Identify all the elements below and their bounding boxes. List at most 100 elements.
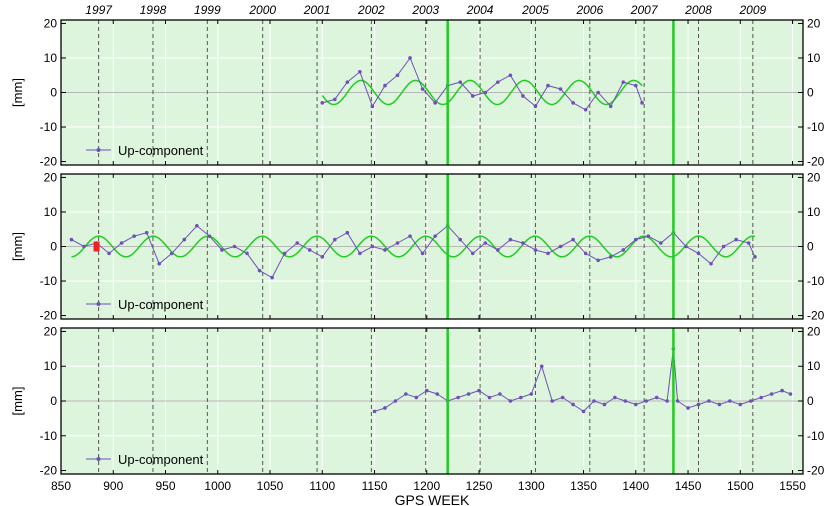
data-point: [508, 237, 513, 242]
x-tick-label: 1000: [204, 479, 231, 493]
y-tick-label-right: -10: [807, 120, 825, 134]
data-point: [521, 94, 525, 98]
data-point: [408, 234, 412, 238]
year-label: 2003: [411, 3, 439, 17]
y-tick-label-right: 0: [807, 394, 814, 408]
legend-symbol: [96, 148, 101, 152]
data-point: [107, 251, 111, 256]
y-tick-label: 0: [50, 394, 57, 408]
year-label: 2004: [466, 3, 494, 17]
data-point: [307, 248, 312, 252]
data-point: [581, 409, 586, 414]
y-tick-label: 0: [50, 86, 57, 100]
data-point: [571, 237, 575, 242]
data-point: [613, 395, 617, 400]
data-point: [433, 234, 437, 238]
year-label: 1999: [194, 3, 221, 17]
y-tick-label: 20: [44, 170, 58, 184]
data-point: [728, 399, 732, 403]
data-point: [508, 399, 513, 403]
data-point: [132, 234, 136, 238]
data-point: [788, 392, 793, 396]
data-point: [709, 261, 713, 266]
data-point: [748, 399, 753, 403]
data-point: [458, 237, 463, 242]
data-point: [633, 83, 638, 88]
data-point: [721, 244, 726, 249]
data-point: [621, 248, 626, 252]
data-point: [270, 275, 274, 280]
year-label: 2008: [684, 3, 712, 17]
y-tick-label: -20: [40, 309, 58, 323]
data-point: [608, 104, 613, 109]
data-point: [487, 395, 492, 400]
data-point: [433, 101, 437, 105]
data-point: [195, 223, 199, 228]
data-point: [571, 402, 575, 407]
year-label: 1997: [85, 3, 113, 17]
data-point: [583, 107, 588, 112]
data-point: [477, 388, 481, 393]
data-point: [395, 241, 400, 245]
y-tick-label: -20: [40, 155, 58, 169]
data-point: [602, 402, 607, 407]
data-point: [333, 237, 337, 242]
y-tick-label: 20: [44, 324, 58, 338]
x-tick-label: 1200: [413, 479, 440, 493]
data-point: [684, 244, 688, 249]
data-point: [144, 230, 149, 235]
x-tick-label: 1450: [675, 479, 702, 493]
data-point: [119, 241, 124, 245]
x-tick-label: 1550: [779, 479, 806, 493]
data-point: [546, 251, 550, 256]
y-tick-label-right: 10: [807, 359, 821, 373]
data-point: [372, 409, 377, 414]
x-tick-label: 1350: [570, 479, 597, 493]
data-point: [665, 399, 669, 403]
data-point: [539, 364, 544, 369]
data-point: [696, 402, 701, 407]
data-point: [207, 234, 212, 238]
data-point: [245, 251, 249, 256]
x-tick-label: 1100: [309, 479, 335, 493]
data-point: [333, 97, 337, 102]
y-tick-label: 10: [44, 51, 58, 65]
data-point: [738, 402, 743, 407]
y-tick-label: 20: [44, 16, 58, 30]
x-tick-label: 950: [155, 479, 175, 493]
year-label: 2007: [630, 3, 659, 17]
data-point: [633, 402, 638, 407]
legend-label: Up-component: [118, 143, 204, 158]
data-point: [780, 388, 784, 393]
y-tick-label-right: -10: [807, 274, 825, 288]
data-point: [370, 104, 375, 109]
y-tick-label-right: 10: [807, 51, 821, 65]
y-axis-label: [mm]: [10, 387, 25, 416]
y-tick-label: 10: [44, 205, 58, 219]
data-point: [717, 402, 722, 407]
x-tick-label: 1500: [727, 479, 754, 493]
x-tick-label: 1400: [622, 479, 649, 493]
data-point: [182, 237, 187, 242]
data-point: [571, 101, 575, 105]
data-point: [169, 251, 174, 256]
data-point: [550, 399, 554, 403]
data-point: [483, 90, 488, 95]
data-point: [675, 399, 680, 403]
data-point: [546, 83, 550, 88]
data-point: [420, 251, 425, 256]
data-point: [82, 244, 86, 249]
year-label: 2009: [738, 3, 766, 17]
data-point: [654, 395, 659, 400]
data-point: [496, 80, 500, 84]
data-point: [734, 237, 738, 242]
y-tick-label: 10: [44, 359, 58, 373]
data-point: [470, 251, 475, 256]
data-point: [558, 87, 563, 91]
data-point: [707, 399, 711, 403]
data-point: [220, 248, 224, 252]
data-point: [746, 241, 751, 245]
data-point: [483, 241, 488, 245]
data-point: [519, 395, 523, 400]
data-point: [633, 237, 638, 242]
